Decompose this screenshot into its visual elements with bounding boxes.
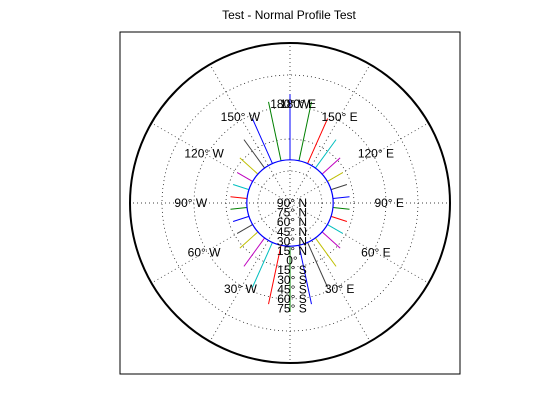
- axes-box: [119, 31, 461, 375]
- profile-line: [232, 184, 250, 191]
- profile-line: [236, 172, 253, 182]
- profile-line: [268, 245, 282, 305]
- grid-label: 120° E: [358, 146, 394, 160]
- grid-label: 60° N: [277, 215, 307, 229]
- grid-spoke: [289, 122, 429, 204]
- grid-label: 120° W: [184, 146, 224, 160]
- grid-spoke: [151, 202, 291, 284]
- grid-label: 75° S: [277, 302, 306, 316]
- inner-circle: [246, 159, 334, 247]
- profile-line: [327, 224, 344, 234]
- grid-label: 0°: [286, 254, 298, 268]
- grid-spoke: [289, 64, 371, 204]
- profile-line: [321, 231, 341, 249]
- profile-line: [251, 242, 273, 288]
- profile-line: [307, 118, 329, 164]
- grid-label: 90° W: [174, 196, 207, 210]
- profile-line: [314, 237, 337, 267]
- profile-line: [332, 207, 350, 210]
- profile-line: [268, 101, 282, 161]
- outer-circle: [129, 42, 451, 364]
- grid-label: 60° W: [188, 246, 221, 260]
- profile-line: [243, 139, 266, 169]
- grid-label: 180° E: [280, 97, 316, 111]
- profile-line: [236, 224, 253, 234]
- profile-line: [330, 184, 348, 191]
- grid-spoke: [209, 202, 291, 342]
- grid-label: 150° W: [221, 110, 261, 124]
- profile-line: [321, 157, 341, 175]
- grid-label: 15° S: [277, 263, 306, 277]
- grid-label: 90° N: [277, 196, 307, 210]
- profile-line: [327, 172, 344, 182]
- profile-line: [243, 237, 266, 267]
- profile-line: [230, 196, 248, 199]
- profile-line: [298, 101, 312, 161]
- grid-label: 150° E: [322, 110, 358, 124]
- profile-line: [298, 245, 312, 305]
- profile-line: [307, 242, 329, 288]
- profile-line: [232, 215, 250, 222]
- profile-line: [332, 196, 350, 199]
- grid-label: 30° N: [277, 234, 307, 248]
- chart-title: Test - Normal Profile Test: [222, 8, 356, 22]
- grid-label: 45° S: [277, 282, 306, 296]
- profile-line: [251, 118, 273, 164]
- grid-label: 30° S: [277, 273, 306, 287]
- grid-label: 75° N: [277, 206, 307, 220]
- grid-spoke: [289, 202, 429, 284]
- grid-label: 45° N: [277, 225, 307, 239]
- profile-lines: [230, 94, 350, 312]
- grid-spoke: [289, 202, 371, 342]
- profile-line: [239, 157, 259, 175]
- grid-label: 60° S: [277, 292, 306, 306]
- grid-spoke: [151, 122, 291, 204]
- grid-label: 30° W: [224, 282, 257, 296]
- profile-line: [314, 139, 337, 169]
- grid-label: 15° N: [277, 244, 307, 258]
- profile-line: [330, 215, 348, 222]
- grid-label: 60° E: [361, 246, 390, 260]
- grid-label: 90° E: [374, 196, 403, 210]
- grid-label: 180° W: [270, 97, 310, 111]
- grid-label: 30° E: [325, 282, 354, 296]
- grid-spoke: [209, 64, 291, 204]
- profile-line: [230, 207, 248, 210]
- profile-line: [239, 231, 259, 249]
